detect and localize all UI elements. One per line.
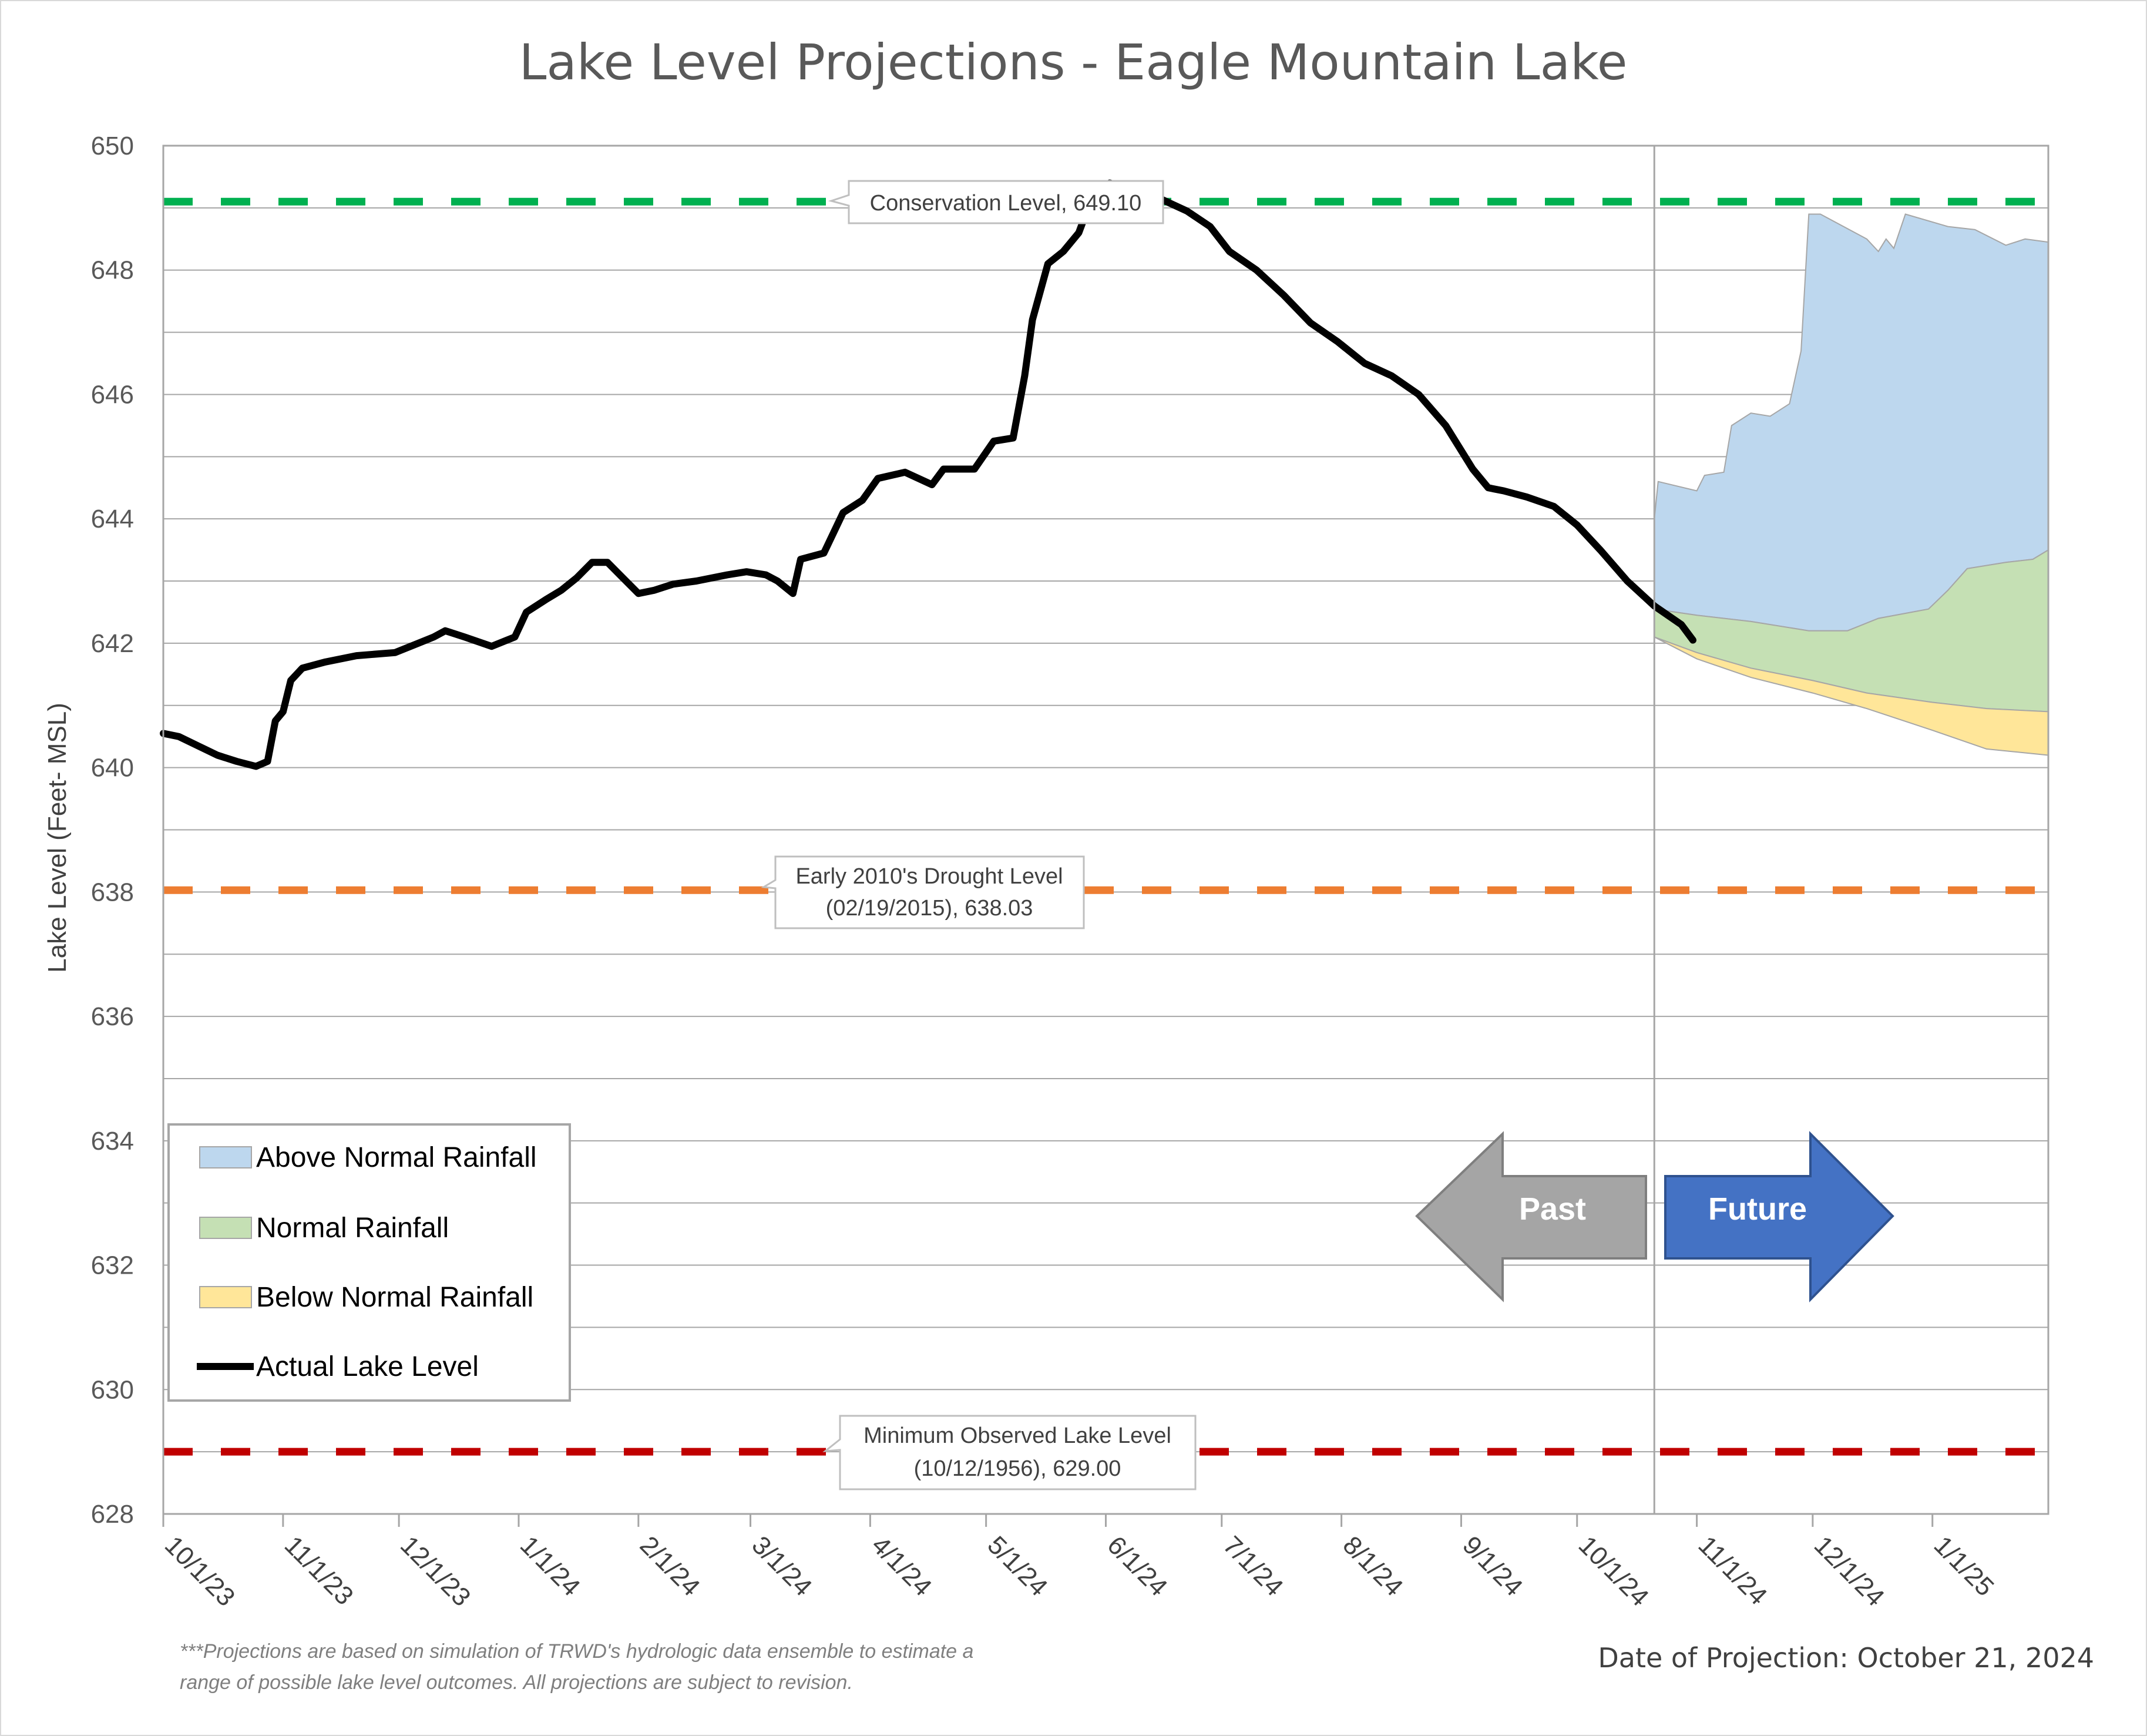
- y-axis-label: Lake Level (Feet- MSL): [43, 703, 72, 973]
- future-arrow: Future: [1664, 1131, 1894, 1302]
- minimum-level-label-line1: Minimum Observed Lake Level: [863, 1423, 1171, 1448]
- minimum-level-callout: Minimum Observed Lake Level (10/12/1956)…: [822, 1415, 1197, 1490]
- past-arrow: Past: [1415, 1131, 1647, 1302]
- drought-level-callout: Early 2010's Drought Level (02/19/2015),…: [761, 855, 1085, 929]
- y-tick-label: 634: [91, 1127, 134, 1156]
- footnote-line1: ***Projections are based on simulation o…: [180, 1640, 973, 1663]
- y-tick-label: 638: [91, 878, 134, 906]
- conservation-level-label: Conservation Level, 649.10: [870, 191, 1142, 216]
- actual-lake-level-line: [160, 179, 1696, 770]
- legend-swatch-above-normal: [199, 1146, 252, 1168]
- y-tick-label: 630: [91, 1375, 134, 1404]
- y-tick-label: 642: [91, 629, 134, 658]
- legend-box: [167, 1123, 571, 1402]
- legend-label-normal: Normal Rainfall: [256, 1213, 449, 1244]
- y-tick-label: 644: [91, 505, 134, 533]
- legend: Above Normal Rainfall Normal Rainfall Be…: [167, 1123, 571, 1402]
- y-tick-label: 640: [91, 754, 134, 783]
- y-tick-label: 636: [91, 1002, 134, 1031]
- y-tick-label: 632: [91, 1251, 134, 1280]
- future-label: Future: [1708, 1191, 1807, 1227]
- y-tick-label: 648: [91, 256, 134, 285]
- y-tick-label: 646: [91, 380, 134, 409]
- legend-label-actual: Actual Lake Level: [256, 1351, 479, 1382]
- past-label: Past: [1519, 1191, 1586, 1227]
- minimum-level-label-line2: (10/12/1956), 629.00: [914, 1456, 1121, 1481]
- axes: [162, 145, 2049, 1527]
- conservation-level-callout: Conservation Level, 649.10: [828, 180, 1164, 224]
- y-tick-label: 628: [91, 1500, 134, 1529]
- projection-date-label: Date of Projection: October 21, 2024: [1598, 1642, 2094, 1674]
- y-tick-labels: 628 630 632 634 636 638 640 642 644 646 648 650: [91, 132, 134, 1529]
- projection-areas: [1654, 213, 2049, 756]
- y-tick-label: 650: [91, 132, 134, 160]
- drought-level-label-line2: (02/19/2015), 638.03: [826, 896, 1033, 921]
- legend-label-below-normal: Below Normal Rainfall: [256, 1282, 533, 1313]
- legend-label-above-normal: Above Normal Rainfall: [256, 1142, 537, 1173]
- footnote-line2: range of possible lake level outcomes. A…: [180, 1671, 853, 1694]
- drought-level-label-line1: Early 2010's Drought Level: [795, 864, 1063, 889]
- actual-lake-level: [160, 179, 1696, 770]
- chart-title: Lake Level Projections - Eagle Mountain …: [519, 33, 1628, 91]
- legend-swatch-normal: [199, 1217, 252, 1239]
- legend-swatch-below-normal: [199, 1286, 252, 1308]
